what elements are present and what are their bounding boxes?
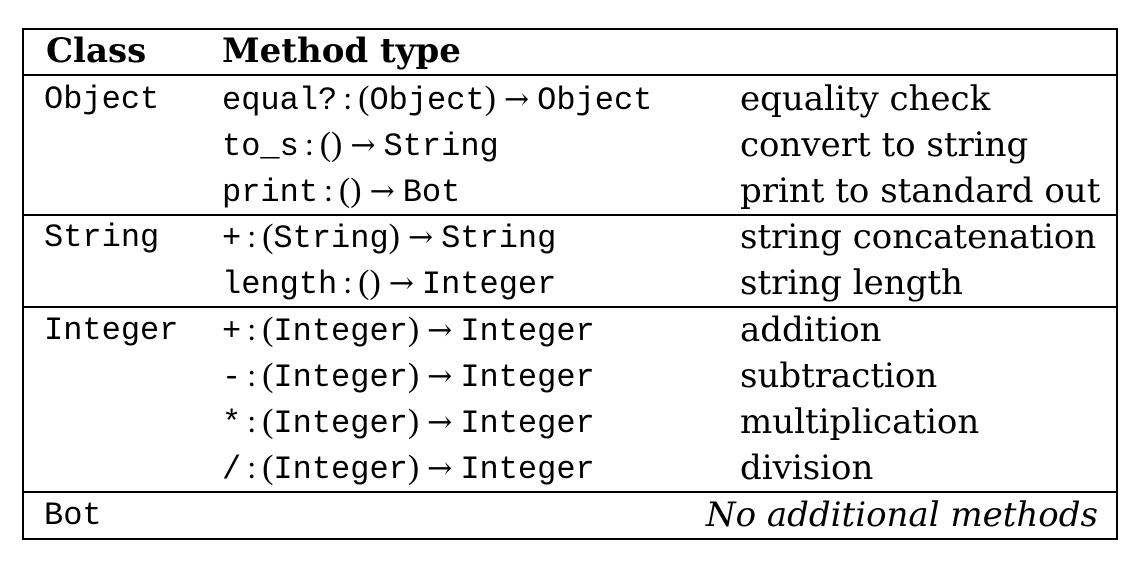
method-description: addition	[740, 310, 882, 350]
method-name: /	[222, 451, 242, 488]
method-name: +	[222, 220, 242, 257]
group-divider	[24, 214, 1116, 216]
group-divider	[24, 306, 1116, 308]
group-divider	[24, 491, 1116, 493]
arrow-icon: →	[369, 174, 395, 209]
method-name: +	[222, 313, 242, 350]
method-signature: *: (Integer) → Integer	[222, 403, 595, 442]
method-name: length	[222, 266, 338, 303]
method-signature: /: (Integer) → Integer	[222, 449, 595, 488]
arrow-icon: →	[427, 313, 453, 348]
method-types-table: Class Method type Object equal?: (Object)…	[22, 28, 1118, 540]
arrow-icon: →	[427, 359, 453, 394]
arrow-icon: →	[407, 220, 434, 255]
method-name: to_s	[222, 128, 299, 165]
param-type: String	[273, 220, 389, 257]
param-type: Object	[369, 82, 485, 119]
method-description: print to standard out	[740, 171, 1101, 211]
method-name: *	[222, 405, 242, 442]
method-name: print	[222, 174, 319, 211]
arrow-icon: →	[350, 128, 376, 163]
class-string: String	[44, 219, 160, 256]
method-signature: +: (Integer) → Integer	[222, 311, 595, 350]
return-type: String	[383, 128, 499, 165]
return-type: Integer	[460, 405, 595, 442]
return-type: Integer	[421, 266, 557, 303]
return-type: String	[441, 220, 557, 257]
class-integer: Integer	[44, 312, 179, 349]
method-signature: to_s:() → String	[222, 126, 499, 165]
return-type: Integer	[460, 359, 595, 396]
arrow-icon: →	[388, 266, 414, 301]
param-type: Integer	[273, 359, 408, 396]
method-description: division	[740, 448, 874, 488]
return-type: Bot	[402, 174, 461, 211]
method-description: string concatenation	[740, 217, 1097, 257]
arrow-icon: →	[427, 451, 453, 486]
class-bot: Bot	[44, 497, 102, 534]
return-type: Object	[537, 82, 653, 119]
method-description: subtraction	[740, 356, 938, 396]
param-type: Integer	[273, 313, 408, 350]
method-name: -	[222, 359, 242, 396]
arrow-icon: →	[503, 82, 530, 117]
method-signature: +: (String) → String	[222, 218, 557, 257]
method-signature: -: (Integer) → Integer	[222, 357, 595, 396]
method-signature: length:() → Integer	[222, 264, 557, 303]
return-type: Integer	[460, 451, 595, 488]
method-description: equality check	[740, 79, 991, 119]
param-type: Integer	[273, 405, 408, 442]
method-description: string length	[740, 263, 963, 303]
header-class: Class	[46, 31, 147, 71]
arrow-icon: →	[427, 405, 453, 440]
method-description: convert to string	[740, 125, 1029, 165]
no-additional-methods-note: No additional methods	[705, 495, 1098, 535]
class-object: Object	[44, 81, 160, 118]
method-description: multiplication	[740, 402, 980, 442]
header-method-type: Method type	[222, 31, 461, 71]
method-signature: equal?: (Object) → Object	[222, 80, 653, 119]
method-name: equal?	[222, 82, 338, 119]
header-divider	[24, 74, 1116, 76]
return-type: Integer	[460, 313, 595, 350]
method-signature: print:() → Bot	[222, 172, 461, 211]
param-type: Integer	[273, 451, 408, 488]
